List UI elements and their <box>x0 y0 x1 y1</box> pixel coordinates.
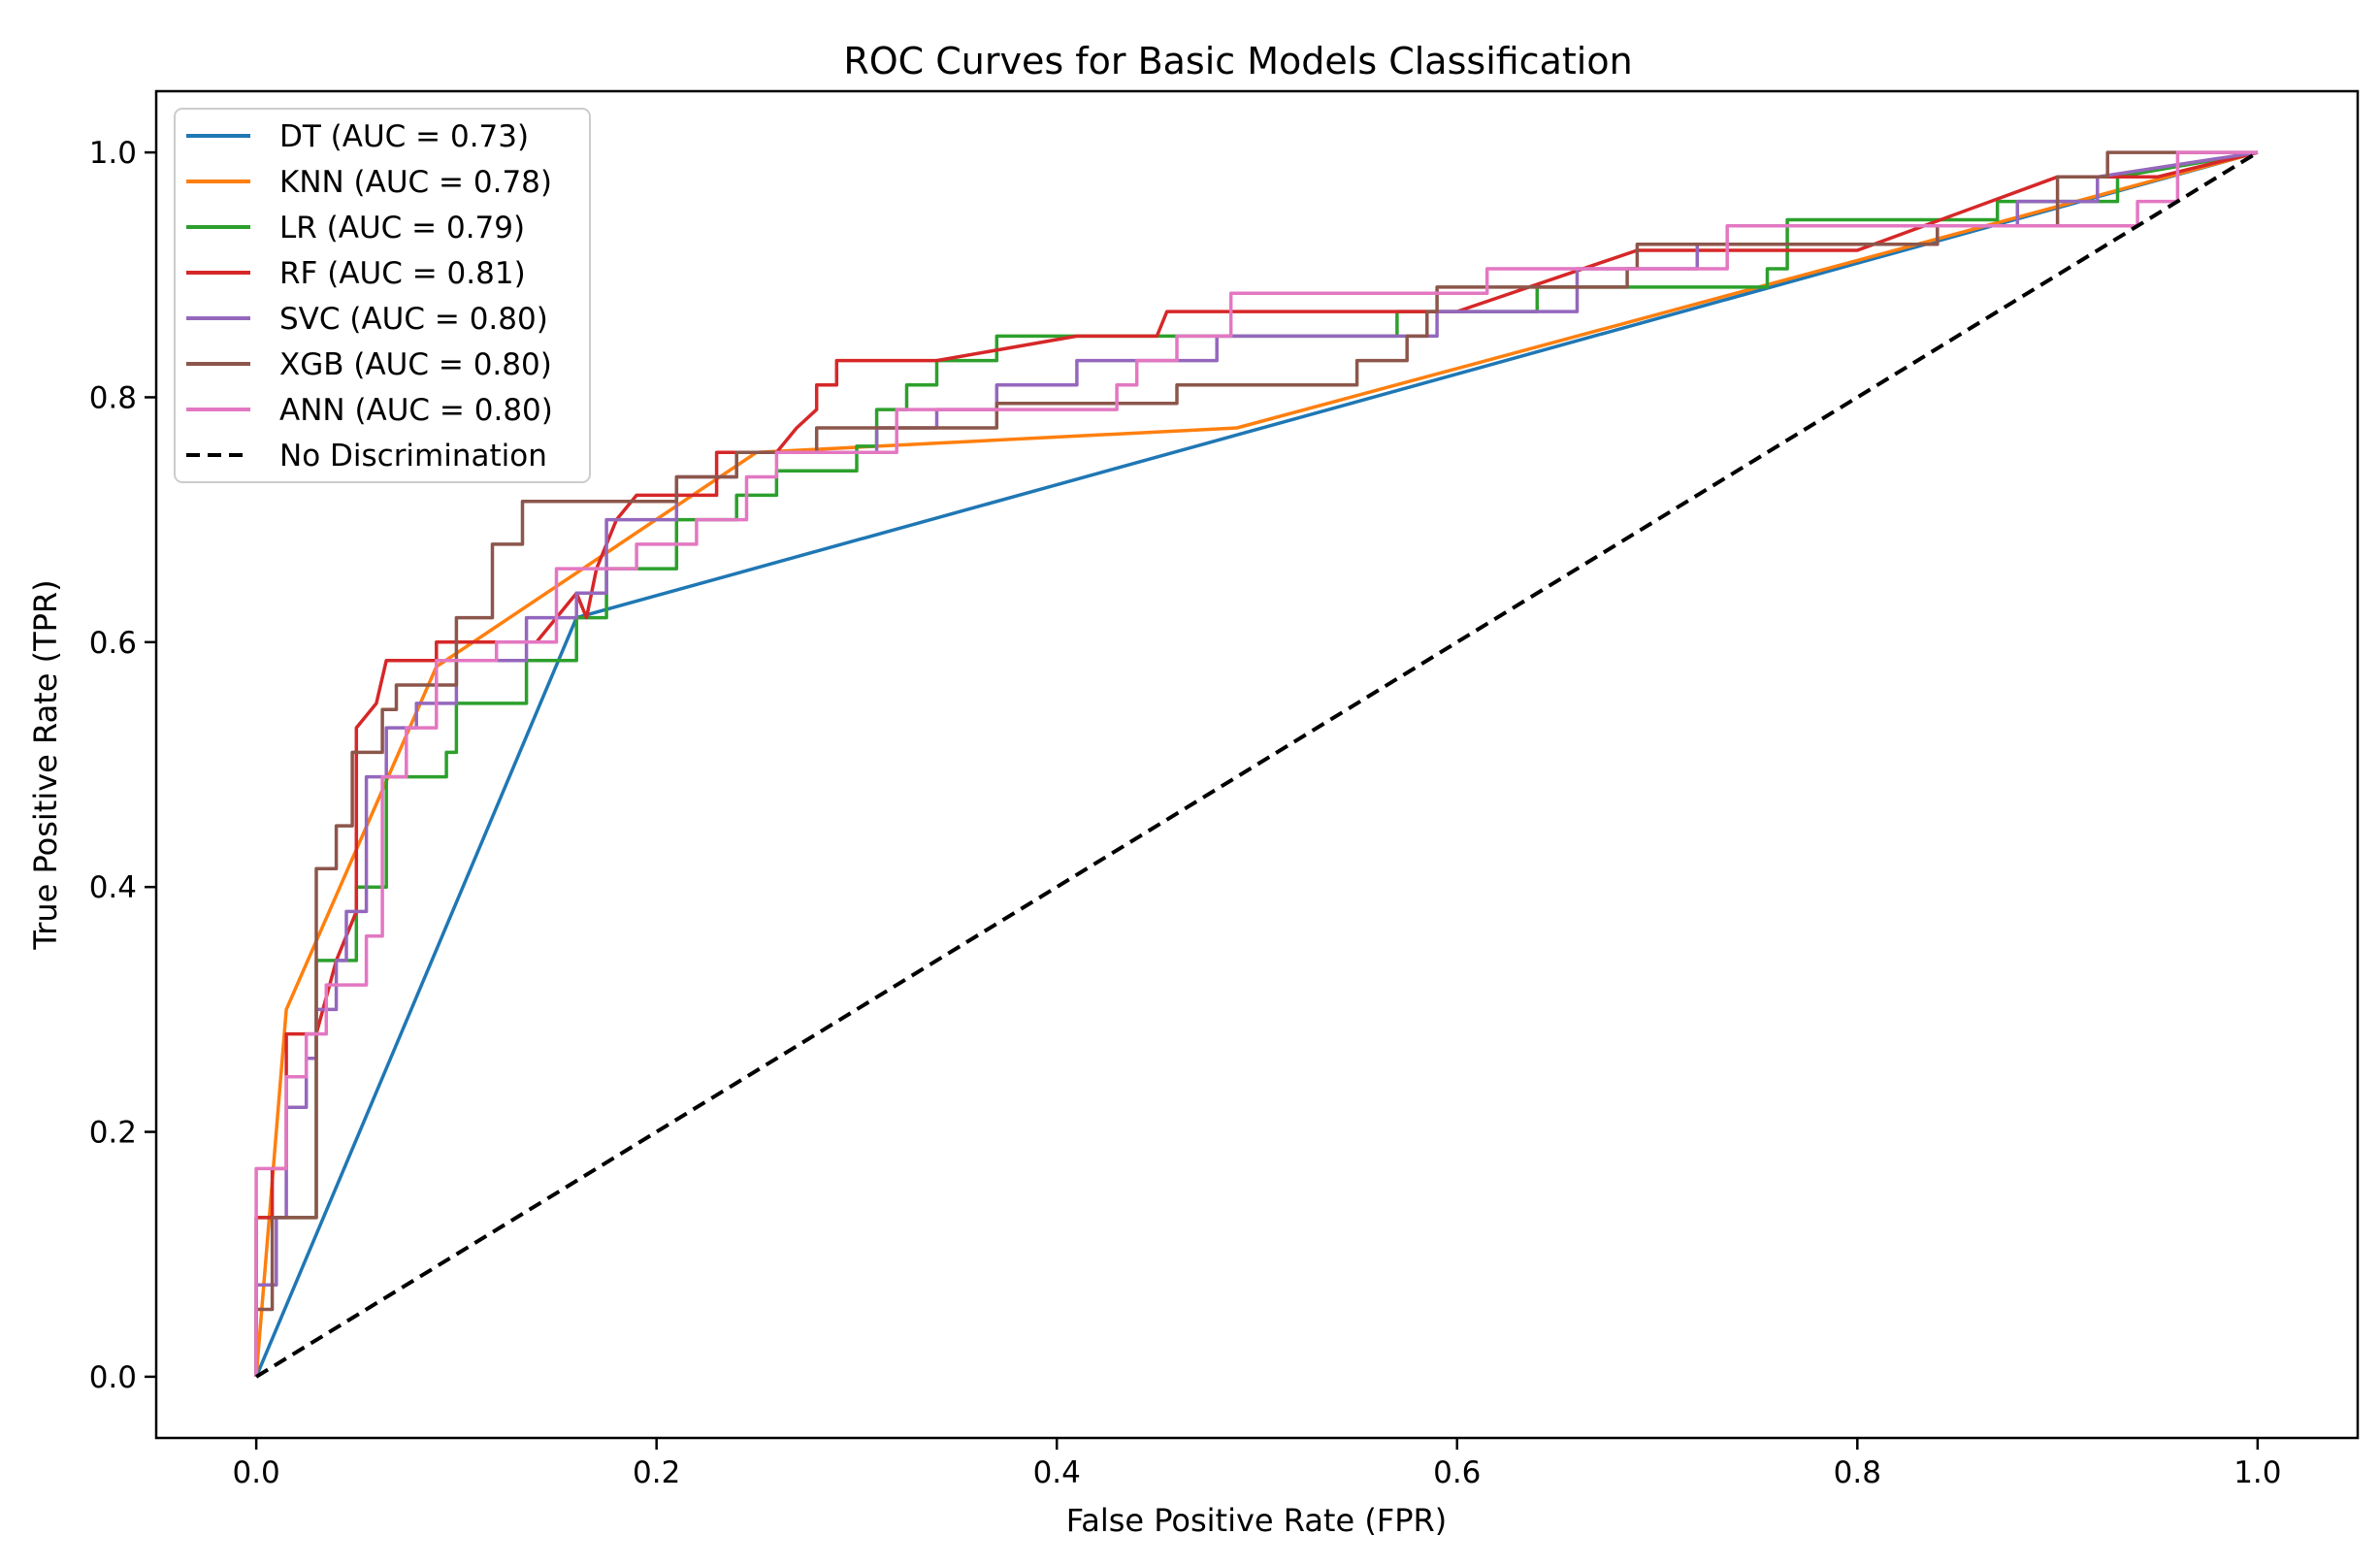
series-line-ann <box>254 150 2258 1377</box>
x-tick-label: 0.2 <box>633 1455 680 1490</box>
x-axis-label: False Positive Rate (FPR) <box>1066 1502 1447 1539</box>
y-tick-label: 1.0 <box>89 136 137 171</box>
y-axis-ticks: 0.0 0.2 0.4 0.6 0.8 1.0 <box>89 136 156 1395</box>
chart-title: ROC Curves for Basic Models Classificati… <box>843 40 1632 82</box>
y-tick-label: 0.0 <box>89 1360 137 1395</box>
y-tick-label: 0.4 <box>89 870 137 905</box>
legend-label-ann: ANN (AUC = 0.80) <box>279 393 553 428</box>
legend-label-xgb: XGB (AUC = 0.80) <box>279 347 552 382</box>
legend-label-knn: KNN (AUC = 0.78) <box>279 165 552 200</box>
x-tick-label: 1.0 <box>2233 1455 2281 1490</box>
x-tick-label: 0.6 <box>1433 1455 1481 1490</box>
series-line-knn <box>254 150 2259 1378</box>
y-axis-label: True Positive Rate (TPR) <box>27 579 64 950</box>
legend-label-lr: LR (AUC = 0.79) <box>279 211 525 245</box>
plot-frame <box>154 89 2360 1440</box>
x-tick-label: 0.4 <box>1033 1455 1081 1490</box>
legend-box <box>174 108 591 483</box>
series-line-no-discrimination <box>255 150 2259 1379</box>
legend-label-rf: RF (AUC = 0.81) <box>279 256 526 291</box>
legend-label-no-discrimination: No Discrimination <box>279 439 547 473</box>
x-tick-label: 0.8 <box>1834 1455 1881 1490</box>
y-tick-label: 0.2 <box>89 1116 137 1151</box>
series-layer <box>254 150 2259 1379</box>
y-tick-label: 0.6 <box>89 626 137 661</box>
legend-label-dt: DT (AUC = 0.73) <box>279 119 529 154</box>
x-axis-ticks: 0.0 0.2 0.4 0.6 0.8 1.0 <box>232 1438 2282 1490</box>
x-tick-label: 0.0 <box>232 1455 279 1490</box>
legend: DT (AUC = 0.73) KNN (AUC = 0.78) LR (AUC =… <box>174 108 591 483</box>
y-tick-label: 0.8 <box>89 380 137 415</box>
legend-label-svc: SVC (AUC = 0.80) <box>279 302 548 337</box>
